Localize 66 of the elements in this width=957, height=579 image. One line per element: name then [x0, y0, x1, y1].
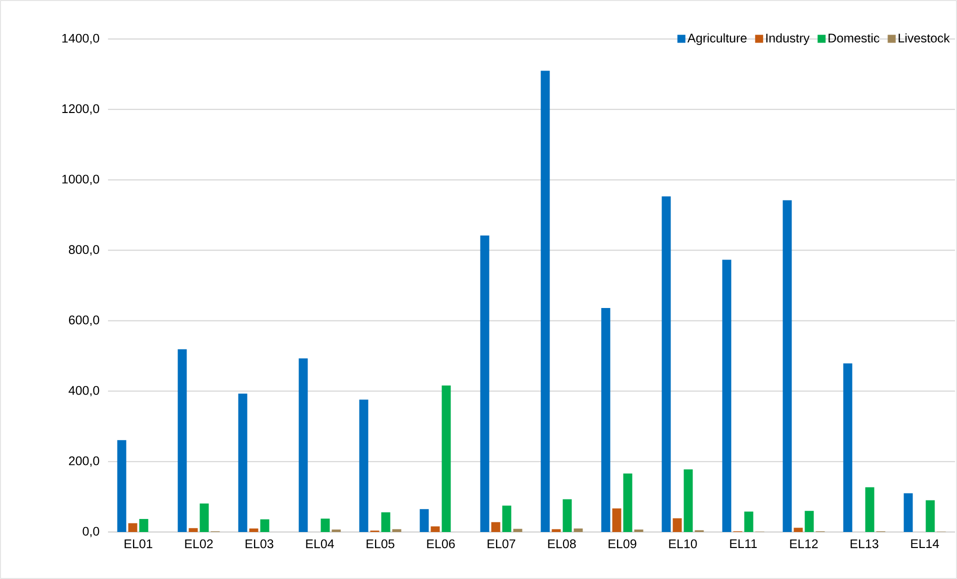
bar	[865, 487, 874, 532]
bar	[562, 499, 572, 532]
x-tick-label: EL03	[246, 539, 274, 548]
bar	[260, 519, 270, 532]
y-tick-label: 800,0	[68, 245, 100, 256]
bar	[904, 493, 913, 532]
y-tick-label: 1200,0	[62, 104, 100, 115]
bar	[249, 528, 258, 532]
bar	[672, 518, 682, 532]
legend-label: Livestock	[898, 33, 950, 43]
x-tick-label: EL11	[730, 539, 757, 548]
x-tick-label: EL02	[185, 539, 213, 548]
bar	[513, 528, 522, 532]
bar	[782, 200, 792, 532]
bar	[480, 235, 490, 532]
y-tick-label: 0,0	[82, 526, 100, 538]
bar	[320, 518, 330, 532]
bar	[359, 400, 368, 532]
bar	[117, 440, 126, 532]
x-tick-label: EL13	[850, 539, 878, 548]
bar	[843, 363, 852, 532]
bar	[188, 528, 198, 532]
bar	[128, 523, 138, 532]
bar	[794, 528, 803, 532]
legend-label: Domestic	[828, 33, 880, 43]
bar	[502, 506, 512, 532]
y-tick-label: 200,0	[68, 456, 100, 467]
x-tick-label: EL12	[790, 539, 818, 548]
bar	[200, 503, 209, 532]
bar	[381, 512, 390, 532]
bar	[442, 386, 451, 532]
bar	[926, 500, 935, 532]
bar	[684, 469, 693, 532]
legend-label: Agriculture	[687, 33, 747, 45]
bar	[178, 349, 187, 532]
bar	[238, 394, 248, 532]
legend-label: Industry	[766, 33, 810, 45]
x-tick-label: EL01	[124, 539, 152, 548]
bar	[139, 518, 148, 532]
bar	[744, 512, 754, 532]
bar	[601, 308, 610, 532]
bar	[662, 196, 671, 532]
bar	[540, 70, 550, 532]
bar	[623, 474, 632, 532]
bar	[552, 529, 561, 532]
bar	[574, 528, 583, 532]
x-tick-label: EL10	[669, 539, 697, 548]
x-tick-label: EL09	[608, 539, 636, 548]
x-tick-label: EL04	[306, 539, 334, 548]
bar	[722, 260, 732, 532]
x-tick-label: EL08	[548, 539, 576, 548]
y-tick-label: 1000,0	[62, 174, 100, 186]
x-tick-label: EL14	[911, 539, 939, 548]
bar	[420, 509, 429, 532]
bar	[612, 508, 622, 532]
y-tick-label: 1400,0	[62, 34, 100, 44]
x-tick-label: EL06	[427, 539, 455, 548]
bar	[298, 358, 308, 532]
y-tick-label: 600,0	[68, 316, 100, 326]
x-tick-label: EL07	[488, 539, 516, 548]
y-tick-label: 400,0	[68, 386, 100, 396]
bar	[430, 526, 440, 532]
bar	[392, 529, 402, 532]
bar	[491, 522, 500, 532]
bar	[804, 510, 814, 532]
x-tick-label: EL05	[366, 539, 394, 548]
